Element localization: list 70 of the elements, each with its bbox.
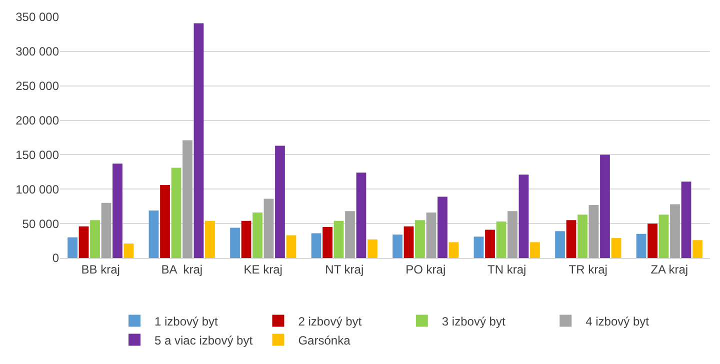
bar bbox=[588, 204, 599, 258]
legend-label: Garsónka bbox=[298, 333, 351, 348]
bar bbox=[148, 210, 159, 258]
bar bbox=[160, 185, 170, 258]
x-tick-label: TR kraj bbox=[568, 262, 608, 276]
bar bbox=[368, 239, 378, 258]
bar bbox=[648, 224, 658, 258]
bar bbox=[230, 228, 240, 258]
bar bbox=[404, 226, 414, 258]
bar bbox=[438, 196, 448, 258]
bar bbox=[566, 220, 576, 258]
bar bbox=[78, 226, 89, 258]
bar bbox=[658, 214, 669, 258]
bar bbox=[286, 235, 296, 258]
bar bbox=[345, 211, 355, 258]
bar bbox=[600, 154, 610, 258]
bar bbox=[194, 23, 204, 258]
legend-label: 2 izbový byt bbox=[298, 314, 362, 328]
bar bbox=[356, 172, 366, 258]
bar bbox=[124, 244, 134, 258]
bar bbox=[496, 222, 506, 258]
bar bbox=[264, 198, 274, 258]
bar bbox=[681, 182, 692, 258]
bar bbox=[205, 220, 215, 258]
bar bbox=[112, 164, 122, 258]
bar bbox=[322, 227, 332, 258]
bar bbox=[508, 211, 518, 258]
bar bbox=[530, 242, 540, 258]
bar bbox=[334, 220, 344, 258]
y-tick-label: 350 000 bbox=[16, 10, 60, 24]
x-tick-label: NT kraj bbox=[325, 262, 364, 276]
y-tick-label: 0 bbox=[52, 251, 60, 266]
y-tick-label: 300 000 bbox=[16, 44, 60, 59]
bar bbox=[474, 236, 484, 258]
bar bbox=[90, 220, 100, 258]
x-tick-label: PO kraj bbox=[406, 262, 446, 276]
bar bbox=[670, 204, 680, 258]
bar bbox=[611, 238, 622, 258]
bar bbox=[518, 174, 529, 258]
x-tick-label: BB kraj bbox=[81, 262, 120, 276]
bar bbox=[171, 168, 182, 258]
bar bbox=[448, 242, 459, 258]
bar bbox=[578, 214, 588, 258]
x-tick-label: ZA kraj bbox=[650, 262, 688, 276]
bar bbox=[392, 234, 402, 258]
bar bbox=[415, 220, 425, 258]
y-tick-label: 200 000 bbox=[16, 113, 60, 128]
legend-label: 1 izbový byt bbox=[154, 314, 219, 328]
bar bbox=[241, 220, 252, 258]
x-tick-label: KE kraj bbox=[244, 262, 282, 276]
y-tick-label: 50 000 bbox=[22, 216, 60, 231]
x-tick-label: BA kraj bbox=[161, 262, 203, 276]
x-tick-label: TN kraj bbox=[488, 262, 526, 276]
bar bbox=[636, 234, 646, 258]
y-tick-label: 250 000 bbox=[16, 79, 60, 94]
y-tick-label: 150 000 bbox=[16, 148, 60, 162]
bar bbox=[692, 240, 702, 258]
y-tick-label: 100 000 bbox=[16, 182, 60, 196]
bar bbox=[275, 146, 285, 258]
legend-label: 4 izbový byt bbox=[586, 314, 650, 328]
bar bbox=[426, 212, 436, 258]
legend-label: 3 izbový byt bbox=[442, 314, 506, 328]
bar bbox=[182, 140, 192, 258]
bar bbox=[311, 233, 322, 258]
legend-label: 5 a viac izbový byt bbox=[154, 333, 254, 348]
bar bbox=[68, 237, 78, 258]
bar bbox=[555, 231, 565, 258]
bar bbox=[252, 212, 262, 258]
bar bbox=[485, 230, 495, 258]
bar bbox=[101, 202, 112, 258]
